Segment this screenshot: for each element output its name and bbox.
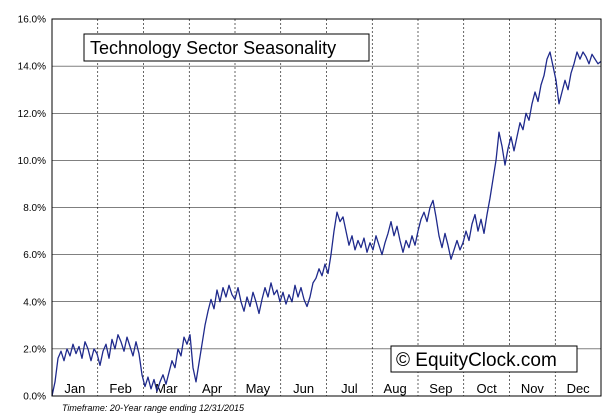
month-label-jul: Jul — [341, 381, 358, 396]
y-tick-label: 16.0% — [18, 15, 46, 26]
month-label-jan: Jan — [64, 381, 85, 396]
y-tick-label: 2.0% — [23, 344, 46, 355]
watermark-text: © EquityClock.com — [396, 350, 557, 371]
y-tick-label: 6.0% — [23, 250, 46, 261]
y-tick-label: 8.0% — [23, 203, 46, 214]
series-line — [51, 51, 602, 397]
x-axis-month-labels: Jan Feb Mar Apr May Jun Jul Aug Sep Oct Nov Dec — [64, 381, 590, 396]
month-label-aug: Aug — [384, 381, 407, 396]
month-label-oct: Oct — [477, 381, 498, 396]
month-label-jun: Jun — [293, 381, 314, 396]
month-label-feb: Feb — [109, 381, 131, 396]
y-axis-tick-labels: 0.0% 2.0% 4.0% 6.0% 8.0% 10.0% 12.0% 14.0% 16.0% — [18, 15, 46, 403]
month-label-apr: Apr — [202, 381, 223, 396]
y-tick-label: 12.0% — [18, 109, 46, 120]
timeframe-footnote: Timeframe: 20-Year range ending 12/31/20… — [62, 403, 245, 413]
y-tick-label: 10.0% — [18, 156, 46, 167]
month-label-nov: Nov — [521, 381, 545, 396]
plot-area-frame — [51, 18, 602, 397]
month-label-sep: Sep — [429, 381, 452, 396]
chart-title-box: Technology Sector Seasonality — [83, 33, 370, 62]
month-label-mar: Mar — [155, 381, 178, 396]
month-label-may: May — [246, 381, 271, 396]
y-tick-label: 4.0% — [23, 297, 46, 308]
vertical-gridlines — [97, 19, 556, 396]
watermark-box: © EquityClock.com — [390, 345, 578, 373]
chart-title: Technology Sector Seasonality — [90, 38, 336, 58]
y-tick-label: 14.0% — [18, 62, 46, 73]
month-label-dec: Dec — [567, 381, 591, 396]
y-tick-label: 0.0% — [23, 392, 46, 403]
